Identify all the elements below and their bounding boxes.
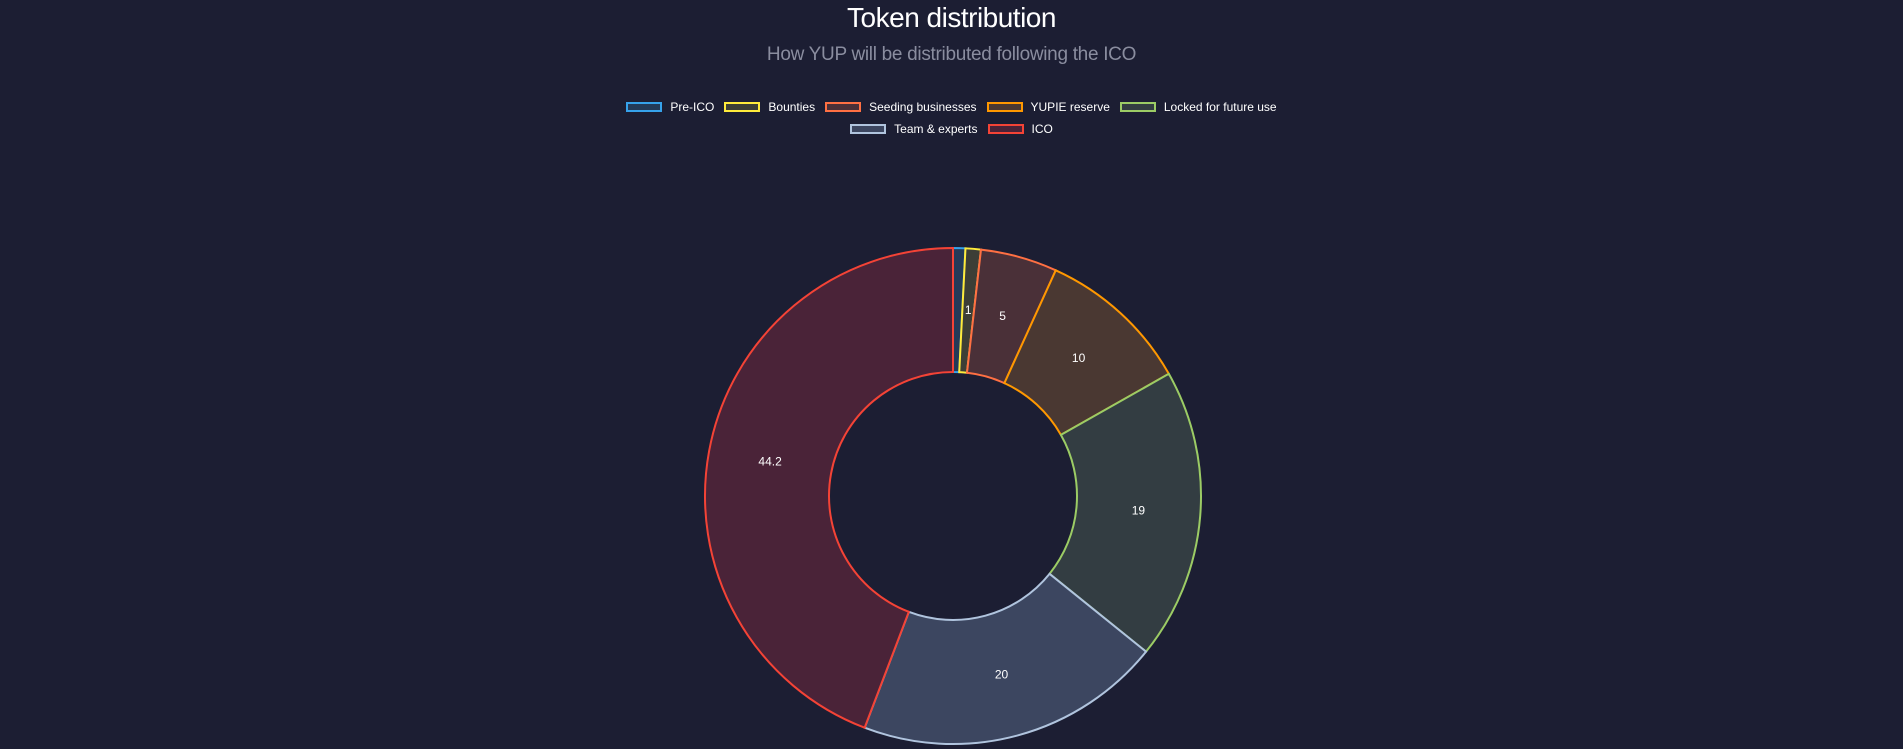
legend-item[interactable]: Locked for future use: [1119, 99, 1277, 115]
legend-item[interactable]: ICO: [987, 121, 1053, 137]
slice-data-label: 10: [1072, 351, 1086, 365]
legend-item[interactable]: Bounties: [724, 99, 815, 115]
slice-data-label: 1: [965, 303, 972, 317]
donut-slice[interactable]: [863, 572, 1148, 745]
legend-swatch: [724, 102, 761, 112]
legend-item[interactable]: Team & experts: [850, 121, 978, 137]
legend-label: Team & experts: [894, 122, 978, 136]
legend-swatch: [1119, 102, 1156, 112]
legend-item[interactable]: Pre-ICO: [626, 99, 714, 115]
legend-label: Locked for future use: [1163, 100, 1277, 114]
legend-swatch: [986, 102, 1023, 112]
legend-swatch: [987, 124, 1024, 134]
legend-label: Seeding businesses: [869, 100, 977, 114]
slice-data-label: 20: [995, 668, 1009, 682]
chart-title: Token distribution: [847, 2, 1056, 33]
legend-label: ICO: [1031, 122, 1053, 136]
legend-swatch: [626, 102, 663, 112]
legend-label: YUPIE reserve: [1030, 100, 1110, 114]
legend-swatch: [850, 124, 887, 134]
legend-item[interactable]: YUPIE reserve: [986, 99, 1110, 115]
donut-slice[interactable]: [703, 246, 954, 730]
legend-label: Bounties: [768, 100, 816, 114]
chart-legend: Pre-ICO Bounties Seeding businesses YUPIE r…: [600, 99, 1303, 137]
chart-subtitle: How YUP will be distributed following th…: [766, 44, 1137, 65]
legend-swatch: [825, 102, 862, 112]
slice-data-label: 5: [999, 309, 1006, 323]
slice-data-label: 44.2: [758, 454, 782, 468]
donut-slice[interactable]: [1048, 372, 1203, 654]
legend-item[interactable]: Seeding businesses: [825, 99, 977, 115]
legend-label: Pre-ICO: [670, 100, 715, 114]
slice-data-label: 19: [1132, 503, 1146, 517]
